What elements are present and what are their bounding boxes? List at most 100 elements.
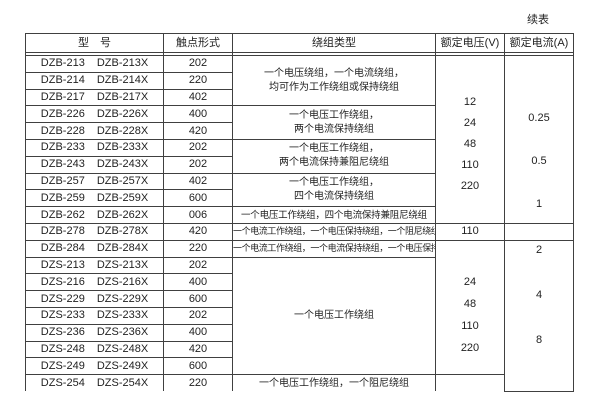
model-variant: DZS-229X (96, 292, 149, 305)
model-primary: DZB-262 (40, 208, 85, 221)
contact-cell: 600 (163, 357, 233, 376)
winding-cell: 一个电流工作绕组，一个电流保持绕组，一个电压保持绕组 (232, 239, 436, 258)
current-value-stack: 2 4 8 (506, 244, 573, 347)
model-variant: DZB-262X (96, 208, 149, 221)
model-primary: DZS-254 (40, 376, 85, 389)
header-row: 型 号 触点形式 绕组类型 额定电压(V) 额定电流(A) (25, 33, 574, 53)
winding-line: 一个电压工作绕组， (289, 109, 379, 121)
table-row: DZB-278 DZB-278X 420 一个电流工作绕组，一个电压保持绕组，一个… (25, 222, 574, 241)
winding-line: 两个电流保持兼阻尼绕组 (279, 157, 389, 169)
model-primary: DZB-226 (40, 107, 85, 120)
model-variant: DZB-243X (96, 158, 149, 171)
winding-line: 均可作为工作绕组或保持绕组 (269, 81, 399, 93)
winding-cell: 一个电压绕组，一个电流绕组， 均可作为工作绕组或保持绕组 (232, 54, 436, 107)
model-primary: DZS-236 (40, 326, 85, 339)
table-row: DZB-214 DZB-214X 220 (25, 71, 574, 90)
model-variant: DZS-213X (96, 258, 149, 271)
model-primary: DZB-284 (40, 242, 85, 255)
model-cell: DZS-254 DZS-254X (25, 374, 164, 392)
model-primary: DZS-229 (40, 292, 85, 305)
winding-cell: 一个电压工作绕组，四个电流保持兼阻尼绕组 (232, 206, 436, 224)
model-cell: DZS-233 DZS-233X (25, 306, 164, 325)
table-row: DZS-236 DZS-236X 400 (25, 323, 574, 342)
model-cell: DZB-214 DZB-214X (25, 71, 164, 90)
model-primary: DZB-243 (40, 158, 85, 171)
winding-line: 两个电流保持绕组 (294, 123, 374, 135)
model-cell: DZB-278 DZB-278X (25, 222, 164, 241)
winding-line: 四个电流保持绕组 (294, 190, 374, 202)
voltage-value-stack: 24 48 110 220 (437, 276, 504, 355)
contact-cell: 220 (163, 71, 233, 90)
model-variant: DZB-278X (96, 225, 149, 238)
voltage-value: 24 (463, 116, 477, 129)
continued-table-label: 续表 (527, 14, 549, 26)
current-value: 4 (535, 289, 543, 302)
table-row: DZB-228 DZB-228X 420 (25, 122, 574, 140)
model-primary: DZS-233 (40, 309, 85, 322)
contact-cell: 400 (163, 105, 233, 124)
winding-cell: 一个电压工作绕组， 两个电流保持绕组 (232, 105, 436, 140)
table-row: DZS-249 DZS-249X 600 (25, 357, 574, 376)
current-cell: 2 4 8 (504, 239, 574, 392)
relay-spec-table: 型 号 触点形式 绕组类型 额定电压(V) 额定电流(A) DZ (25, 33, 574, 392)
table-row: DZB-284 DZB-284X 220 一个电流工作绕组，一个电流保持绕组，一个… (25, 239, 574, 392)
model-primary: DZB-228 (40, 124, 85, 137)
model-cell: DZB-284 DZB-284X (25, 239, 164, 258)
voltage-cell: 24 48 110 220 (435, 239, 505, 376)
model-cell: DZS-249 DZS-249X (25, 357, 164, 376)
current-value-stack: 0.25 0.5 1 (506, 112, 573, 211)
winding-cell: 一个电压工作绕组， 两个电流保持兼阻尼绕组 (232, 138, 436, 174)
contact-cell: 202 (163, 306, 233, 325)
model-primary: DZB-257 (40, 174, 85, 187)
voltage-value: 48 (463, 297, 477, 310)
contact-cell: 420 (163, 340, 233, 359)
current-value: 0.5 (531, 154, 547, 167)
current-value: 1 (535, 197, 543, 210)
voltage-value: 110 (461, 158, 479, 171)
winding-cell: 一个电流工作绕组，一个电压保持绕组，一个阻尼绕组 (232, 222, 436, 241)
model-variant: DZB-213X (96, 57, 149, 70)
model-variant: DZB-228X (96, 124, 149, 137)
header-current-cell: 额定电流(A) (504, 33, 574, 53)
model-cell: DZB-233 DZB-233X (25, 138, 164, 157)
model-primary: DZS-213 (40, 258, 85, 271)
voltage-value: 48 (463, 137, 477, 150)
model-variant: DZS-233X (96, 309, 149, 322)
table-row: DZB-226 DZB-226X 400 一个电压工作绕组， 两个电流保持绕组 (25, 105, 574, 140)
model-primary: DZB-217 (40, 90, 85, 103)
model-primary: DZB-213 (40, 57, 85, 70)
table-row: DZS-233 DZS-233X 202 (25, 306, 574, 325)
table-row: DZS-213 DZS-213X 202 一个电压工作绕组 (25, 256, 574, 376)
spacer-cell (504, 52, 574, 56)
contact-cell: 420 (163, 122, 233, 140)
current-value: 2 (535, 244, 543, 257)
winding-line: 一个电压工作绕组， (289, 143, 379, 155)
table-row: DZB-233 DZB-233X 202 一个电压工作绕组， 两个电流保持兼阻尼绕… (25, 138, 574, 174)
model-cell: DZS-229 DZS-229X (25, 290, 164, 308)
model-primary: DZS-216 (40, 275, 85, 288)
winding-cell: 一个电压工作绕组， 四个电流保持绕组 (232, 172, 436, 208)
model-variant: DZS-249X (96, 359, 149, 372)
model-cell: DZB-217 DZB-217X (25, 88, 164, 107)
voltage-value: 110 (461, 319, 479, 332)
table-row: DZS-254 DZS-254X 220 一个电压工作绕组，一个阻尼绕组 (25, 374, 574, 392)
model-primary: DZS-248 (40, 342, 85, 355)
table-row: DZB-259 DZB-259X 600 (25, 189, 574, 208)
contact-cell: 600 (163, 290, 233, 308)
table-row: DZB-213 DZB-213X 202 一个电压绕组，一个电流绕组， 均可作为工… (25, 54, 574, 224)
model-cell: DZS-248 DZS-248X (25, 340, 164, 359)
winding-line: 一个电压绕组，一个电流绕组， (264, 67, 404, 79)
model-cell: DZB-213 DZB-213X (25, 55, 164, 73)
contact-cell: 220 (163, 239, 233, 258)
model-primary: DZB-214 (40, 74, 85, 87)
contact-cell: 202 (163, 155, 233, 174)
model-variant: DZB-214X (96, 74, 149, 87)
voltage-value: 12 (463, 95, 477, 108)
contact-cell: 420 (163, 222, 233, 241)
model-variant: DZS-254X (96, 376, 149, 389)
model-primary: DZB-259 (40, 191, 85, 204)
model-variant: DZB-233X (96, 141, 149, 154)
contact-cell: 400 (163, 273, 233, 292)
voltage-value: 220 (460, 341, 480, 354)
